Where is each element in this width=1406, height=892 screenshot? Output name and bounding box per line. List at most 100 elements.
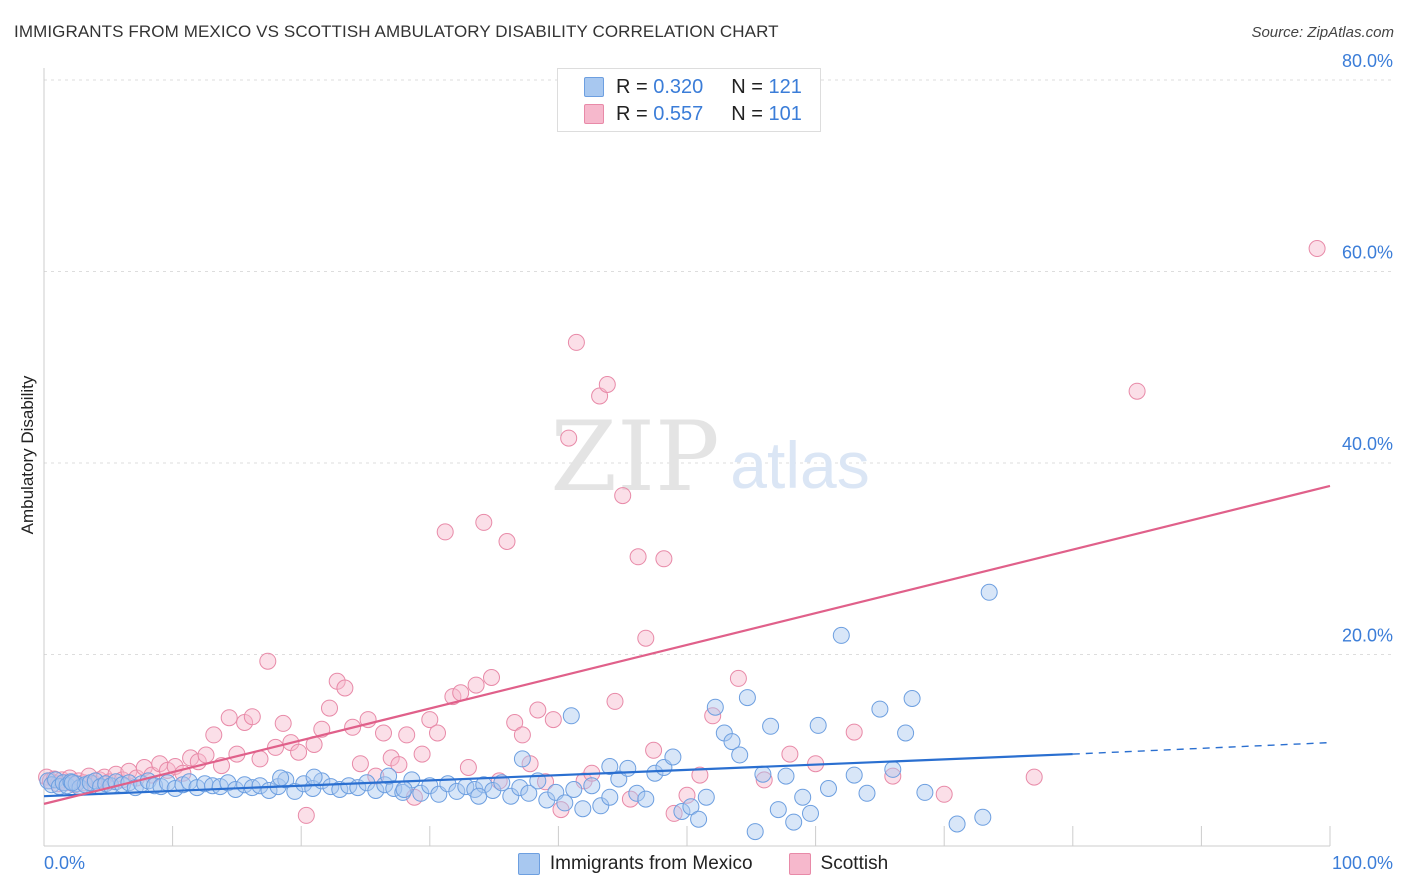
mexico-point	[769, 801, 787, 819]
chart-title: IMMIGRANTS FROM MEXICO VS SCOTTISH AMBUL…	[14, 22, 779, 41]
mexico-point	[948, 815, 966, 833]
legend-swatch-scottish	[788, 853, 811, 875]
scottish-point	[390, 756, 408, 774]
scottish-trend-line	[43, 484, 1331, 805]
y-tick-label: 80.0%	[1342, 51, 1393, 71]
mexico-point	[754, 765, 772, 783]
axes	[43, 68, 1331, 847]
scottish-point	[645, 741, 663, 759]
scottish-point	[513, 726, 531, 744]
mexico-point	[166, 780, 184, 797]
legend-item-scottish[interactable]: Scottish	[788, 853, 888, 875]
scottish-point	[444, 688, 462, 706]
r-label: R =	[616, 102, 648, 125]
mexico-point	[380, 767, 398, 785]
n-value: 101	[768, 102, 802, 125]
mexico-point	[305, 768, 323, 786]
gridlines	[44, 79, 1392, 655]
legend-swatch-mexico	[517, 853, 540, 875]
scottish-point	[205, 726, 223, 744]
scottish-point	[351, 755, 369, 773]
mexico-point	[809, 716, 827, 734]
mexico-point	[513, 750, 531, 768]
scottish-point	[398, 726, 416, 744]
series-scottish-points	[38, 240, 1326, 824]
stats-row-scottish: R = 0.557 N = 101	[584, 101, 802, 127]
mexico-point	[682, 798, 700, 816]
scottish-point	[197, 746, 215, 764]
scottish-point	[729, 669, 747, 687]
stats-swatch-scottish	[584, 104, 604, 124]
mexico-point	[794, 788, 812, 806]
mexico-point	[690, 810, 708, 828]
mexico-point	[601, 758, 619, 775]
mexico-point	[574, 800, 592, 818]
tick-labels: 20.0% 40.0% 60.0% 80.0% 0.0% 100.0%	[44, 51, 1393, 873]
mexico-point	[502, 787, 520, 805]
mexico-point	[619, 759, 637, 777]
scottish-point	[637, 629, 655, 647]
scottish-point	[567, 333, 585, 351]
scottish-point	[367, 767, 385, 785]
mexico-point	[858, 784, 876, 802]
mexico-point	[63, 774, 81, 792]
mexico-point	[785, 813, 803, 831]
mexico-point	[738, 689, 756, 707]
mexico-point	[562, 707, 580, 725]
correlation-stats-box: R = 0.320 N = 121 R = 0.557 N = 101	[557, 68, 821, 132]
y-tick-label: 60.0%	[1342, 243, 1393, 263]
series-mexico-points	[39, 583, 998, 841]
scottish-point	[560, 429, 578, 447]
scottish-point	[845, 723, 863, 741]
scottish-point	[429, 724, 446, 742]
mexico-point	[832, 626, 850, 644]
mexico-point	[511, 779, 529, 797]
mexico-point	[376, 776, 394, 794]
watermark: ZIP atlas	[550, 401, 869, 513]
scottish-point	[598, 376, 616, 393]
mexico-point	[802, 804, 819, 822]
x-tick-label: 0.0%	[44, 853, 85, 873]
scottish-point	[678, 786, 696, 804]
legend-item-mexico[interactable]: Immigrants from Mexico	[517, 853, 753, 875]
scottish-point	[1128, 382, 1146, 400]
scottish-point	[243, 708, 261, 726]
mexico-point	[331, 781, 349, 798]
mexico-point	[706, 698, 724, 716]
mexico-point	[820, 780, 837, 797]
stats-row-mexico: R = 0.320 N = 121	[584, 74, 802, 100]
mexico-point	[697, 788, 715, 806]
scottish-point	[614, 487, 632, 505]
scottish-point	[290, 743, 308, 761]
mexico-point	[664, 748, 682, 766]
mexico-point	[493, 774, 511, 792]
scottish-point	[506, 714, 524, 731]
mexico-point	[845, 766, 863, 784]
scottish-point	[621, 790, 639, 808]
mexico-point	[272, 769, 290, 787]
mexico-point	[884, 760, 902, 778]
scottish-point	[475, 513, 493, 531]
mexico-point	[762, 717, 780, 735]
scottish-point	[935, 785, 953, 803]
mexico-point	[601, 788, 619, 806]
scottish-point	[529, 701, 547, 719]
trend-lines	[43, 484, 1331, 805]
mexico-trend-line	[43, 752, 1073, 798]
scottish-point	[691, 766, 709, 784]
watermark-atlas: atlas	[730, 428, 869, 502]
scottish-point	[483, 669, 500, 686]
mexico-point	[777, 767, 795, 785]
y-tick-label: 40.0%	[1342, 434, 1393, 454]
mexico-point	[448, 782, 466, 800]
scottish-point	[274, 714, 292, 732]
mexico-point	[470, 787, 488, 805]
scottish-point	[259, 652, 277, 670]
mexico-point	[565, 781, 583, 798]
scottish-point	[467, 676, 485, 694]
mexico-point	[394, 783, 412, 801]
r-label: R =	[616, 75, 648, 98]
scottish-point	[321, 699, 338, 717]
scottish-point	[436, 523, 454, 541]
